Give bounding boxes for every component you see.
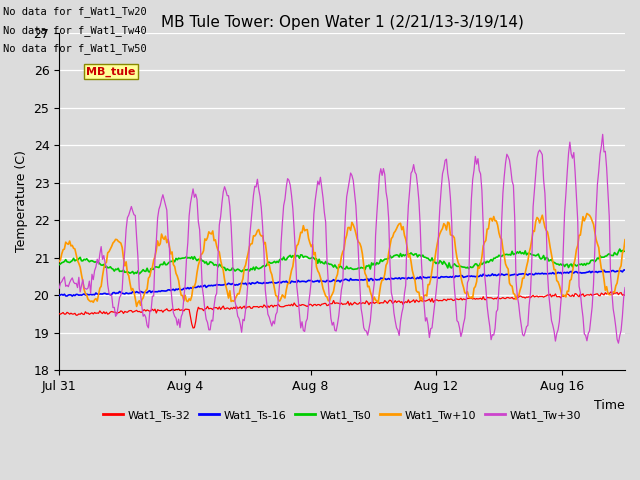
Text: No data for f_Wat1_Tw50: No data for f_Wat1_Tw50 [3,43,147,54]
Legend: Wat1_Ts-32, Wat1_Ts-16, Wat1_Ts0, Wat1_Tw+10, Wat1_Tw+30: Wat1_Ts-32, Wat1_Ts-16, Wat1_Ts0, Wat1_T… [99,406,586,426]
Y-axis label: Temperature (C): Temperature (C) [15,151,28,252]
Text: No data for f_Wat1_Tw20: No data for f_Wat1_Tw20 [3,6,147,17]
X-axis label: Time: Time [595,399,625,412]
Title: MB Tule Tower: Open Water 1 (2/21/13-3/19/14): MB Tule Tower: Open Water 1 (2/21/13-3/1… [161,15,524,30]
Text: MB_tule: MB_tule [86,66,136,77]
Text: No data for f_Wat1_Tw40: No data for f_Wat1_Tw40 [3,24,147,36]
